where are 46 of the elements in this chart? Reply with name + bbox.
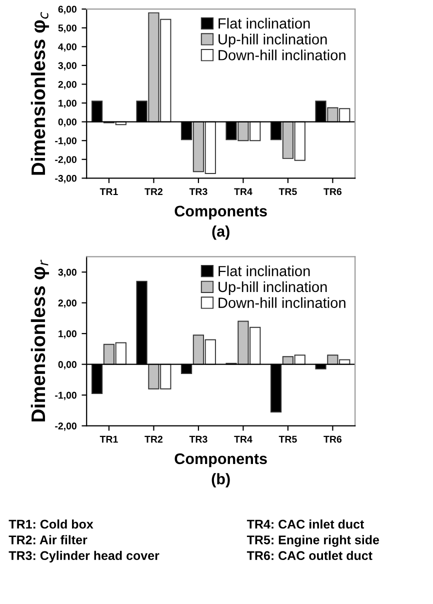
text: TR2: Air filter bbox=[8, 535, 88, 544]
x-tick-label: TR3 bbox=[189, 188, 208, 196]
y-tick-label: -2,00 bbox=[55, 156, 76, 164]
y-tick-label: -3,00 bbox=[55, 174, 76, 184]
y-tick-label: -1,00 bbox=[55, 137, 76, 146]
y-tick-label: 0,00 bbox=[58, 361, 76, 370]
x-tick-label: TR1 bbox=[100, 436, 118, 443]
y-axis-title: Dimensionless φ$_{c}$ bbox=[30, 12, 50, 175]
x-tick-label: TR6 bbox=[324, 436, 342, 443]
text: TR4: CAC inlet duct bbox=[246, 519, 364, 529]
y-tick-label: 5,00 bbox=[58, 24, 76, 33]
text: (b) bbox=[212, 473, 230, 488]
y-tick-label: 2,00 bbox=[58, 80, 76, 90]
y-tick-label: 3,00 bbox=[58, 62, 76, 70]
text: (a) bbox=[212, 226, 230, 240]
x-tick-label: TR5 bbox=[278, 188, 297, 196]
x-tick-label: TR4 bbox=[234, 436, 252, 443]
y-tick-label: 1,00 bbox=[58, 330, 76, 339]
x-axis-title: Components bbox=[174, 453, 267, 468]
legend-label: Up-hill inclination bbox=[218, 281, 327, 295]
y-tick-label: 4,00 bbox=[58, 43, 76, 52]
x-tick-label: TR2 bbox=[144, 436, 163, 443]
y-tick-label: 2,00 bbox=[58, 300, 76, 308]
text: TR1: Cold box bbox=[8, 519, 94, 529]
y-tick-label: 1,00 bbox=[58, 100, 76, 108]
text: TR5: Engine right side bbox=[246, 535, 380, 547]
y-tick-label: 6,00 bbox=[58, 6, 76, 14]
x-tick-label: TR6 bbox=[324, 188, 342, 196]
y-tick-label: 0,00 bbox=[58, 118, 76, 127]
legend-label: Flat inclination bbox=[218, 18, 310, 29]
y-tick-label: 3,00 bbox=[58, 268, 76, 278]
x-tick-label: TR1 bbox=[100, 188, 118, 195]
x-tick-label: TR2 bbox=[144, 188, 163, 195]
x-tick-label: TR5 bbox=[278, 436, 297, 443]
y-tick-label: -1,00 bbox=[55, 392, 76, 400]
text: TR3: Cylinder head cover bbox=[8, 550, 160, 562]
x-axis-title: Components bbox=[174, 206, 267, 220]
y-axis-title: Dimensionless φ$_{r}$ bbox=[30, 260, 50, 422]
legend-label: Down-hill inclination bbox=[218, 297, 346, 308]
x-tick-label: TR4 bbox=[234, 188, 252, 195]
y-tick-label: -2,00 bbox=[55, 422, 76, 431]
legend-label: Up-hill inclination bbox=[218, 34, 327, 48]
x-tick-label: TR3 bbox=[189, 436, 208, 443]
legend-label: Flat inclination bbox=[218, 266, 310, 276]
legend-label: Down-hill inclination bbox=[218, 50, 346, 60]
text: TR6: CAC outlet duct bbox=[246, 550, 372, 560]
